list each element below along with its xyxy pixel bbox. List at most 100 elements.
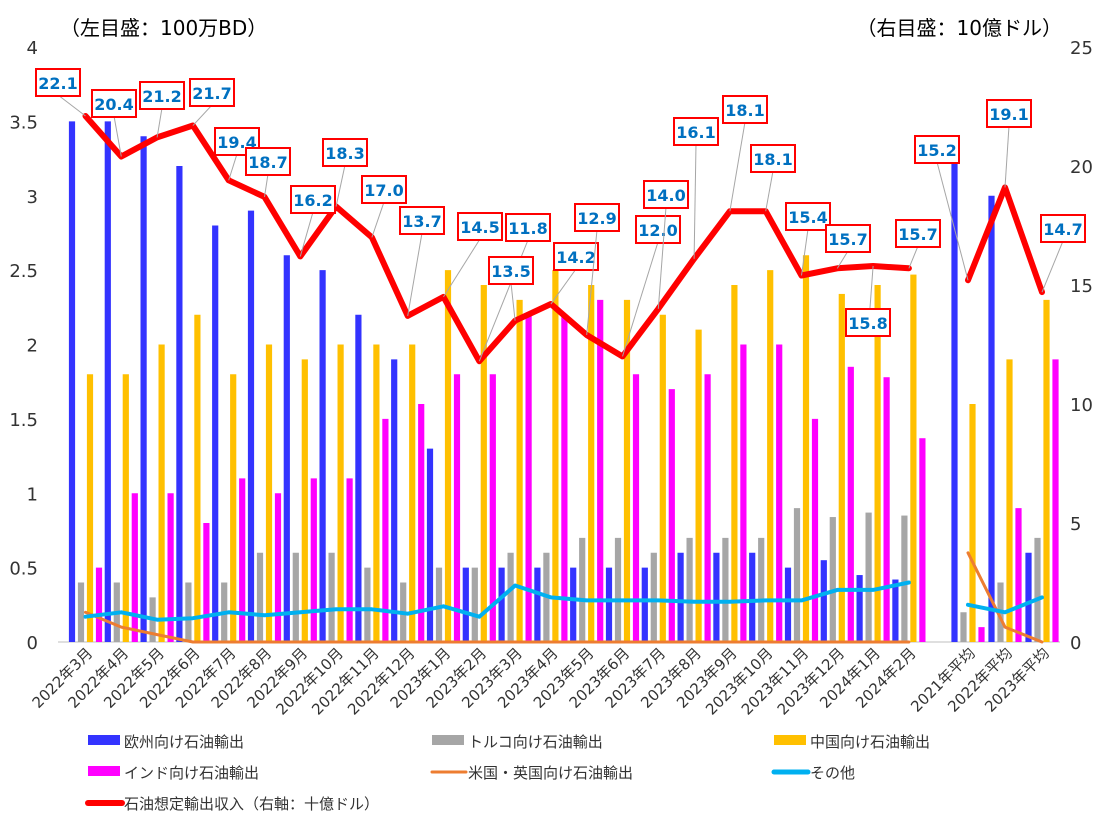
revenue-data-label: 15.8	[848, 314, 887, 333]
revenue-label-leader	[908, 245, 919, 269]
bar-4	[776, 344, 783, 642]
left-axis-tick-label: 4	[27, 38, 38, 59]
revenue-data-label: 14.5	[460, 218, 499, 237]
other-export-line	[966, 595, 1044, 615]
right-axis-tick-label: 25	[1070, 38, 1093, 59]
revenue-data-label: 16.2	[293, 191, 332, 210]
revenue-label-box	[290, 185, 336, 214]
bar-3	[373, 344, 380, 642]
bar-1	[1025, 552, 1032, 642]
bar-1	[462, 567, 469, 642]
revenue-label-leader	[693, 143, 697, 259]
revenue-label-leader	[801, 228, 809, 276]
revenue-label-leader	[407, 232, 423, 317]
revenue-label-box	[574, 203, 620, 232]
revenue-label-box	[785, 202, 831, 231]
revenue-data-label: 14.0	[646, 186, 685, 205]
bar-1	[319, 270, 326, 642]
bar-1	[283, 255, 290, 642]
bar-4	[1052, 359, 1059, 642]
right-axis-tick-label: 10	[1070, 395, 1093, 416]
bar-3	[767, 270, 774, 642]
legend-label: インド向け石油輸出	[124, 764, 259, 782]
bar-3	[695, 329, 702, 642]
bar-2	[960, 612, 967, 642]
revenue-label-box	[914, 135, 960, 164]
bar-4	[740, 344, 747, 642]
revenue-data-label: 18.1	[753, 150, 792, 169]
bar-2	[614, 537, 622, 642]
bar-4	[668, 389, 675, 642]
revenue-data-label: 15.4	[788, 208, 827, 227]
bar-1	[713, 552, 720, 642]
revenue-label-leader	[510, 282, 516, 321]
revenue-data-label: 22.1	[38, 74, 77, 93]
bar-2	[256, 552, 264, 642]
revenue-label-box	[505, 213, 551, 242]
revenue-data-label: 21.7	[192, 84, 231, 103]
bar-1	[391, 359, 398, 642]
revenue-label-leader	[228, 153, 238, 181]
right-axis-tick-label: 20	[1070, 157, 1093, 178]
bar-3	[86, 374, 94, 642]
revenue-label-box	[361, 175, 407, 204]
revenue-data-label: 18.7	[248, 153, 287, 172]
bar-2	[793, 508, 801, 642]
revenue-label-box	[488, 256, 534, 285]
revenue-label-leader	[586, 229, 598, 336]
revenue-label-leader	[371, 201, 385, 238]
bar-1	[988, 195, 995, 642]
bar-2	[328, 552, 335, 642]
legend-label: 欧州向け石油輸出	[124, 733, 244, 751]
bar-3	[731, 285, 738, 642]
bar-2	[829, 517, 836, 642]
bar-2	[471, 567, 478, 642]
revenue-label-box	[825, 224, 871, 253]
left-axis-unit-label: （左目盛：100万BD）	[60, 16, 268, 40]
bar-4	[919, 438, 926, 642]
bar-3	[265, 344, 273, 642]
bar-3	[409, 344, 416, 642]
bar-3	[659, 314, 666, 642]
bar-3	[802, 255, 810, 642]
revenue-label-box	[673, 117, 719, 146]
bar-1	[856, 575, 863, 642]
right-axis-tick-label: 0	[1070, 633, 1081, 654]
bar-4	[883, 377, 890, 642]
revenue-label-box	[322, 138, 368, 167]
bar-2	[435, 567, 443, 642]
bar-4	[131, 493, 138, 642]
revenue-line	[965, 184, 1045, 296]
revenue-label-box	[845, 308, 891, 337]
bar-2	[901, 515, 908, 642]
revenue-data-label: 20.4	[94, 95, 133, 114]
other-export-line	[83, 580, 911, 622]
revenue-label-box	[553, 242, 599, 271]
us-uk-export-line	[966, 551, 1044, 644]
bar-4	[346, 478, 353, 642]
revenue-label-box	[722, 95, 768, 124]
bar-1	[570, 567, 577, 642]
bar-3	[838, 293, 845, 642]
bar-4	[597, 299, 604, 642]
bar-2	[292, 552, 299, 642]
bar-3	[444, 270, 452, 642]
revenue-data-label: 15.7	[828, 230, 867, 249]
bar-1	[784, 567, 792, 642]
bar-1	[677, 552, 684, 642]
bar-4	[811, 418, 819, 642]
bar-4	[978, 627, 985, 642]
revenue-label-leader	[335, 164, 346, 207]
legend-label: その他	[810, 764, 855, 782]
revenue-label-leader	[299, 211, 314, 257]
revenue-label-leader	[622, 241, 659, 357]
bar-1	[104, 121, 111, 642]
revenue-data-label: 14.7	[1043, 220, 1082, 239]
legend-swatch	[88, 735, 120, 745]
left-axis-tick-label: 1	[27, 484, 38, 505]
bar-2	[686, 537, 693, 642]
left-axis-tick-label: 3.5	[9, 112, 38, 133]
revenue-label-leader	[550, 268, 577, 305]
revenue-label-leader	[443, 238, 481, 298]
